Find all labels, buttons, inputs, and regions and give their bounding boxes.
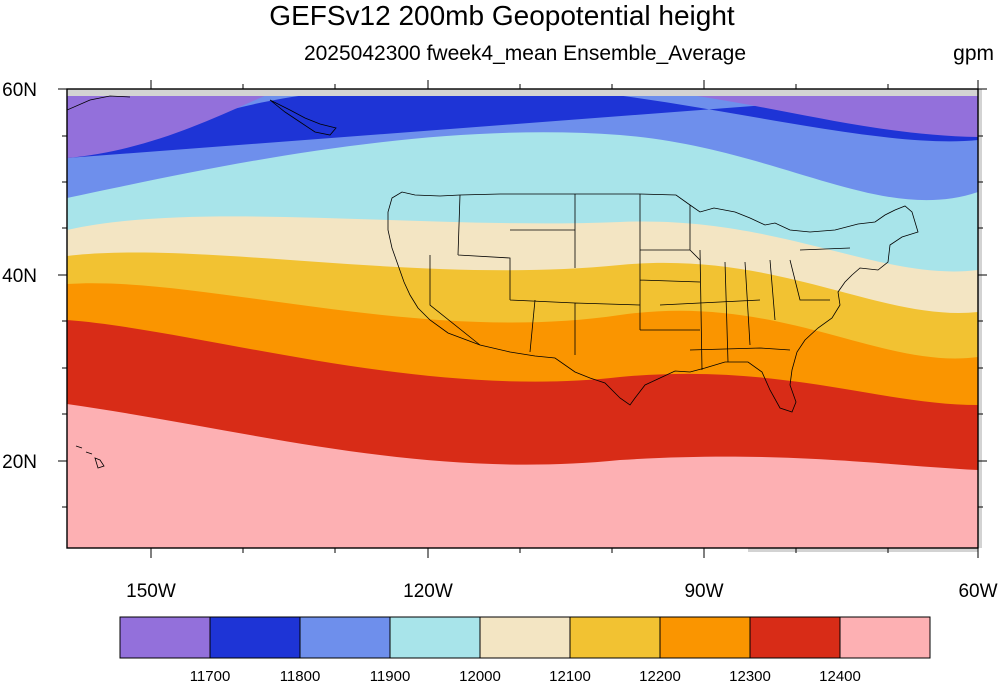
colorbar-label: 11800 <box>280 668 321 684</box>
band-below-11700 <box>67 89 280 158</box>
colorbar-swatch <box>209 616 301 659</box>
hawaii <box>75 445 105 469</box>
coastlines-and-borders <box>67 95 919 469</box>
axis-ticks <box>58 80 987 558</box>
colorbar-swatch <box>659 616 751 659</box>
units-label: gpm <box>953 42 994 65</box>
longitude-labels: 150W 120W 90W 60W <box>126 581 997 602</box>
colorbar-swatch <box>479 616 571 659</box>
colorbar-label: 12000 <box>459 668 501 684</box>
colorbar-label: 11700 <box>190 668 231 684</box>
colorbar-swatch <box>749 616 841 659</box>
colorbar-swatch <box>389 616 481 659</box>
lon-label: 60W <box>958 581 997 602</box>
colorbar-label: 12100 <box>549 668 591 684</box>
state-lines <box>429 194 851 371</box>
plot-frame <box>66 88 979 549</box>
band-11700-11800 <box>67 89 978 158</box>
plot-subtitle: 2025042300 fweek4_mean Ensemble_Average <box>303 42 747 65</box>
colorbar-label: 11900 <box>370 668 411 684</box>
land-mask <box>67 89 982 552</box>
contour-fill-layer <box>67 89 978 548</box>
colorbar-label: 12200 <box>639 668 681 684</box>
alaska-coast <box>67 95 337 136</box>
lon-label: 120W <box>403 581 453 602</box>
latitude-labels: 60N 40N 20N <box>2 80 37 473</box>
page-title: GEFSv12 200mb Geopotential height <box>269 0 735 31</box>
lat-label: 60N <box>2 80 37 101</box>
band-below-11700-east <box>640 89 978 137</box>
lat-label: 40N <box>2 266 37 287</box>
us-outline <box>387 191 919 413</box>
lat-label: 20N <box>2 452 37 473</box>
colorbar-swatch <box>299 616 391 659</box>
colorbar-label: 12300 <box>729 668 771 684</box>
lon-label: 90W <box>684 581 723 602</box>
lon-label: 150W <box>126 581 176 602</box>
colorbar: 11700 11800 11900 12000 12100 12200 12300 12400 <box>119 616 931 684</box>
colorbar-label: 12400 <box>819 668 861 684</box>
colorbar-swatch <box>839 616 931 659</box>
colorbar-swatch <box>569 616 661 659</box>
colorbar-swatch <box>119 616 211 659</box>
